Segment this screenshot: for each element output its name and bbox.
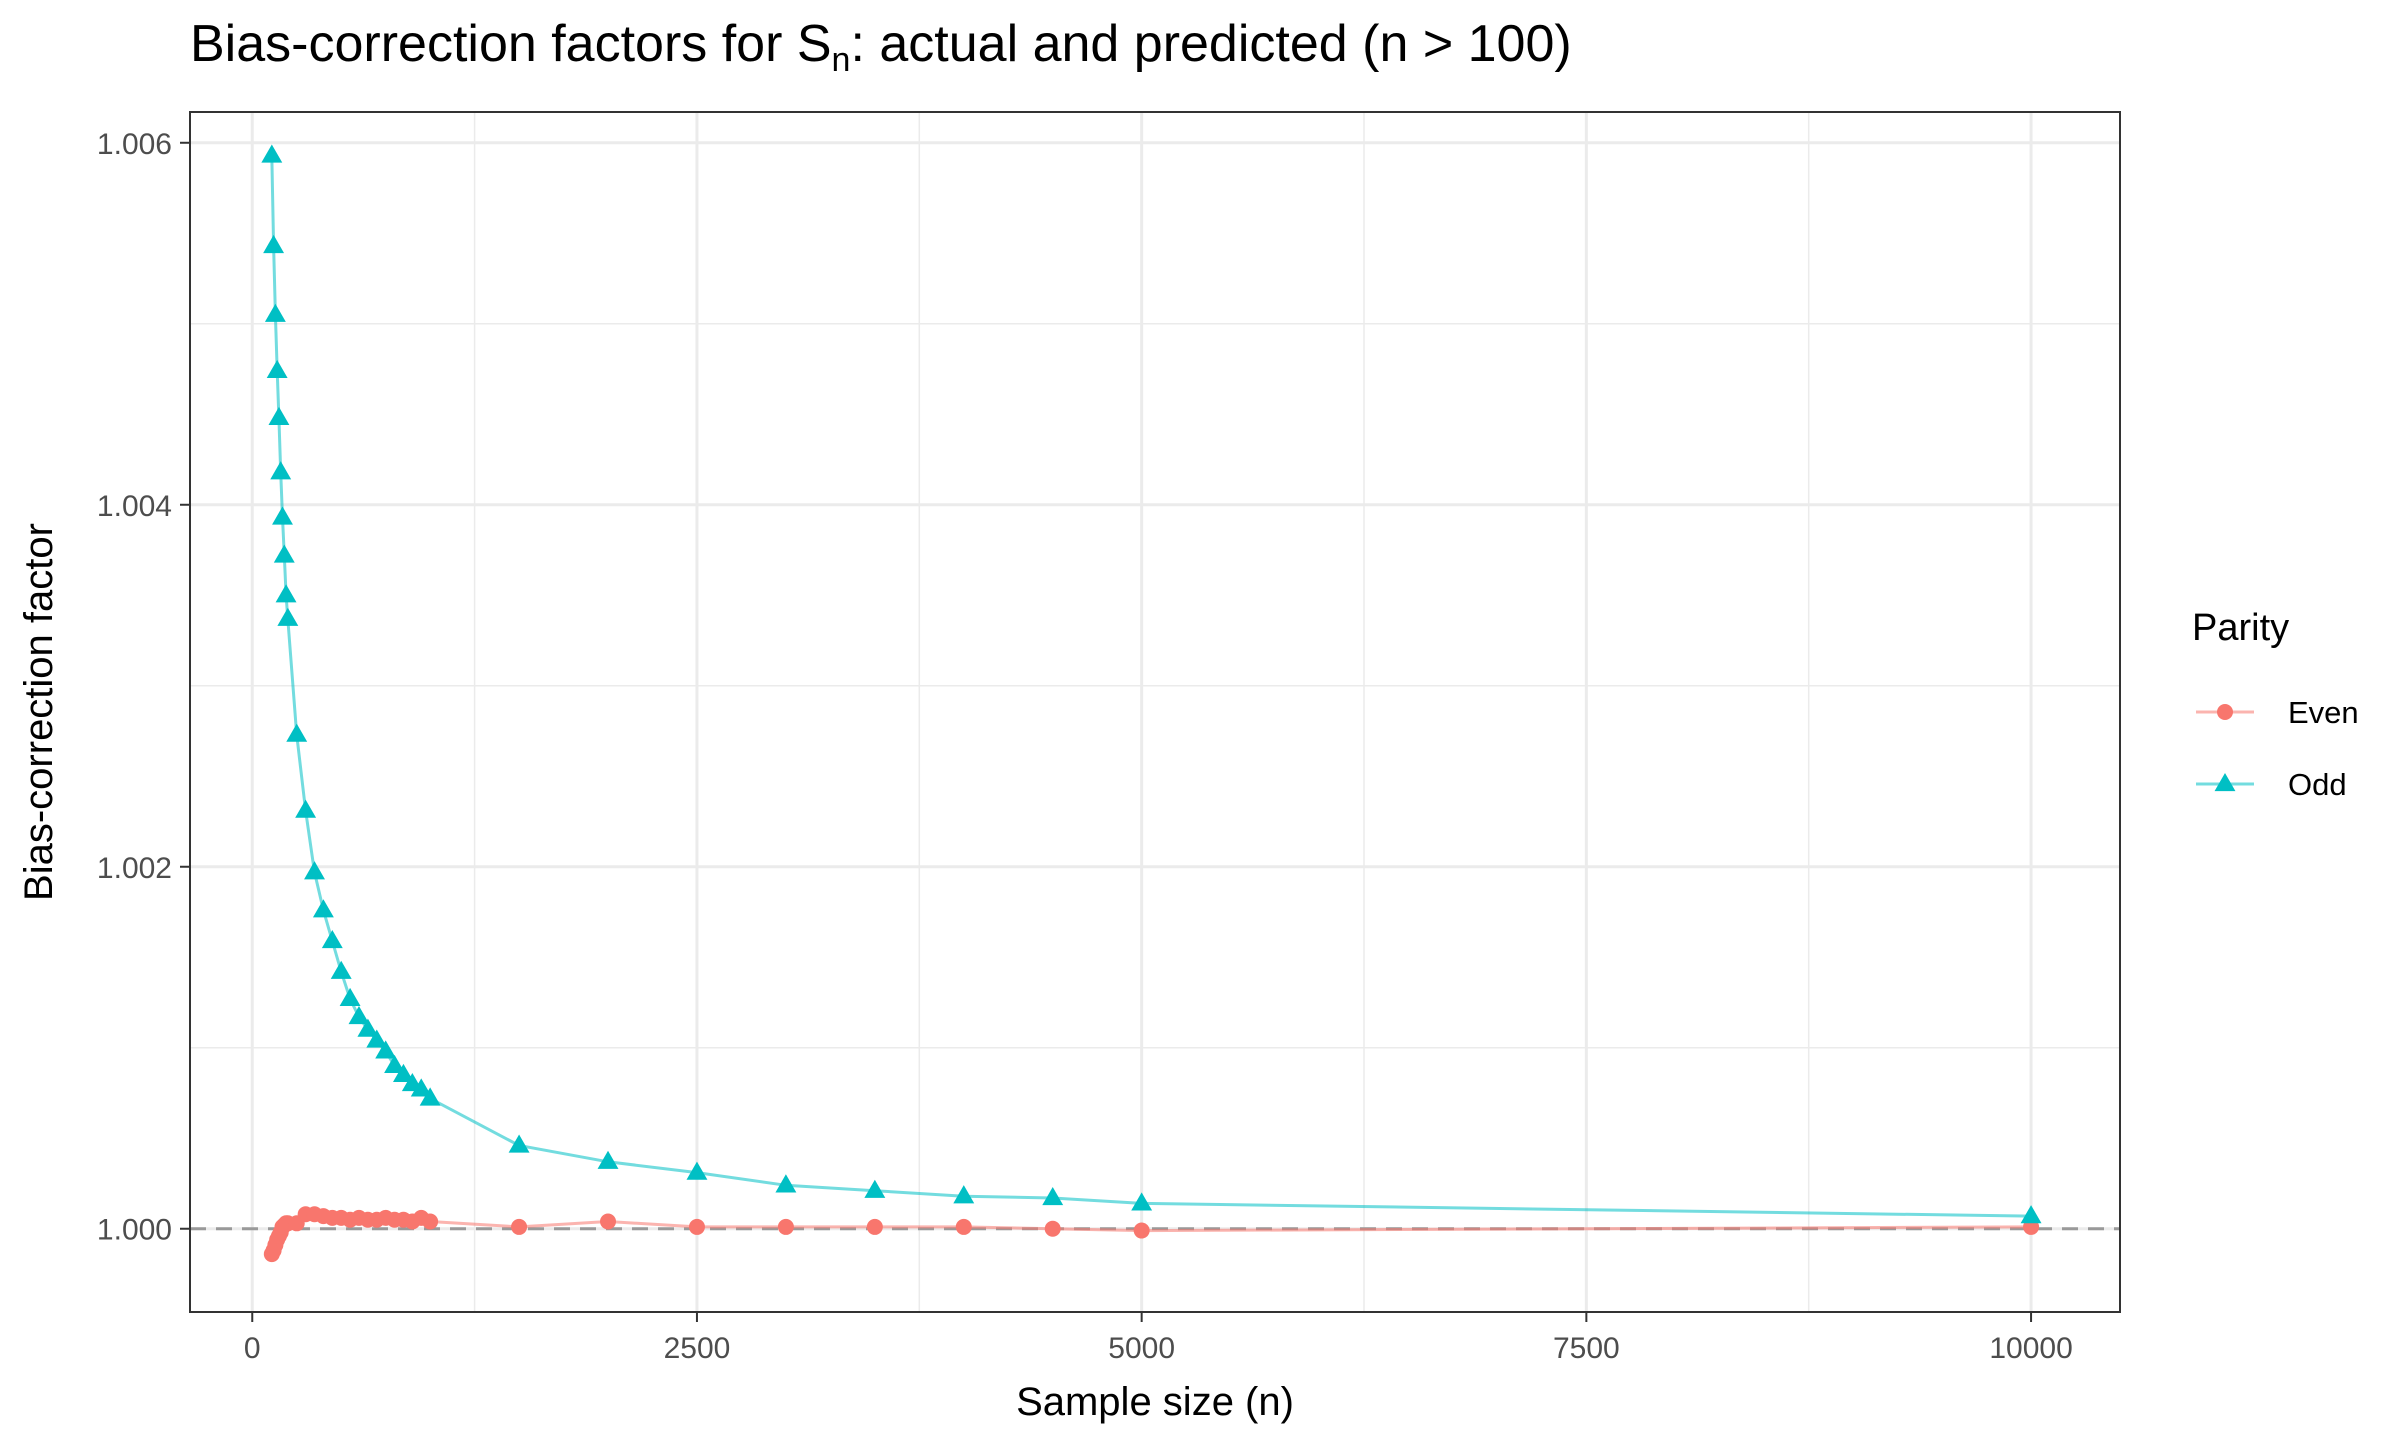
data-point-even (511, 1218, 528, 1235)
data-point-odd (339, 987, 361, 1007)
legend-label: Even (2288, 695, 2359, 730)
data-point-odd (295, 799, 317, 818)
data-point-odd (268, 406, 290, 426)
x-axis: 0 2500 5000 7500 10000 (244, 1312, 2073, 1365)
data-point-odd (312, 899, 334, 918)
legend-key-marker (2214, 773, 2236, 792)
data-point-odd (419, 1087, 441, 1106)
chart-title-prefix: Bias-correction factors for S (190, 15, 832, 73)
data-point-odd (330, 960, 352, 979)
data-point-odd (273, 544, 295, 563)
y-tick-label: 1.000 (97, 1214, 172, 1247)
y-axis: 1.000 1.002 1.004 1.006 (97, 128, 190, 1247)
data-point-even (866, 1218, 883, 1235)
data-point-odd (286, 723, 308, 742)
data-point-odd (272, 506, 293, 525)
data-point-odd (304, 861, 325, 880)
legend-label: Odd (2288, 767, 2347, 802)
y-tick-label: 1.006 (97, 128, 172, 161)
data-point-odd (366, 1029, 388, 1048)
data-point-odd (1042, 1186, 1064, 1206)
y-axis-label: Bias-correction factor (17, 523, 61, 901)
y-tick-label: 1.002 (97, 852, 172, 885)
data-point-even (777, 1218, 794, 1235)
x-axis-label: Sample size (n) (1016, 1380, 1294, 1424)
data-point-odd (266, 359, 288, 378)
legend-key-marker (2217, 704, 2233, 720)
data-point-odd (1131, 1192, 1153, 1211)
data-point-odd (264, 303, 286, 322)
data-point-odd (263, 234, 285, 254)
grid-minor (190, 112, 2120, 1312)
data-point-even (1133, 1222, 1150, 1239)
x-tick-label: 0 (244, 1332, 261, 1365)
data-point-odd (321, 929, 343, 949)
y-tick-label: 1.004 (97, 490, 172, 523)
data-point-odd (775, 1174, 797, 1193)
legend-item-even: Even (2196, 695, 2359, 730)
data-point-odd (275, 584, 297, 603)
x-tick-label: 5000 (1108, 1332, 1175, 1365)
legend-title: Parity (2192, 607, 2289, 649)
legend: Parity Even Odd (2192, 607, 2359, 802)
data-point-odd (864, 1179, 886, 1198)
x-tick-label: 10000 (1989, 1332, 2072, 1365)
data-point-odd (375, 1040, 397, 1059)
chart-title-subscript: n (831, 41, 851, 79)
data-point-odd (597, 1150, 619, 1169)
chart-title-suffix: : actual and predicted (n > 100) (850, 15, 1572, 73)
data-point-odd (348, 1005, 370, 1025)
data-point-even (422, 1213, 439, 1230)
data-point-odd (261, 144, 283, 163)
x-tick-label: 2500 (664, 1332, 731, 1365)
x-tick-label: 7500 (1553, 1332, 1620, 1365)
data-point-even (955, 1218, 972, 1235)
series-points (261, 144, 2042, 1263)
data-point-odd (270, 461, 292, 480)
panel-border (189, 111, 2121, 1313)
data-point-even (1044, 1220, 1061, 1237)
data-point-odd (357, 1018, 379, 1037)
data-point-odd (277, 607, 299, 626)
data-point-odd (2020, 1205, 2042, 1224)
data-point-odd (686, 1161, 708, 1180)
chart-title: Bias-correction factors for Sn: actual a… (190, 14, 1572, 80)
data-point-odd (384, 1054, 406, 1073)
data-point-even (600, 1213, 617, 1230)
data-point-even (688, 1218, 705, 1235)
legend-item-odd: Odd (2196, 767, 2347, 802)
data-point-odd (508, 1134, 530, 1153)
data-point-odd (410, 1078, 432, 1097)
data-point-odd (393, 1063, 414, 1083)
data-point-odd (953, 1185, 975, 1204)
panel-background (190, 112, 2120, 1312)
